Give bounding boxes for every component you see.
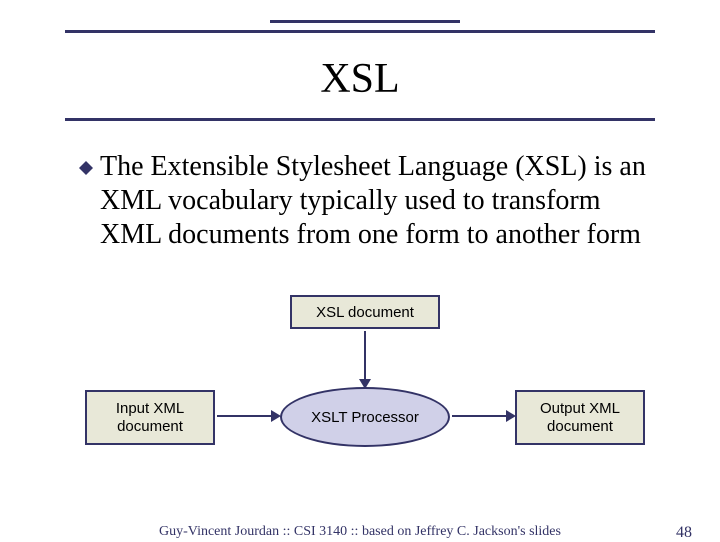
footer-credit: Guy-Vincent Jourdan :: CSI 3140 :: based… (0, 524, 720, 540)
node-label: Input XML document (116, 400, 184, 436)
edge-input-to-processor (217, 415, 273, 417)
edge-xsldoc-to-processor (364, 331, 366, 381)
node-label: XSL document (316, 304, 414, 321)
node-label: XSLT Processor (311, 409, 419, 426)
arrow-head-icon (271, 410, 281, 422)
node-input-xml: Input XML document (85, 390, 215, 445)
arrow-head-icon (359, 379, 371, 389)
decorative-line-top (65, 30, 655, 33)
node-output-xml: Output XML document (515, 390, 645, 445)
node-label: Output XML document (540, 400, 620, 436)
diamond-bullet-icon (78, 160, 94, 176)
node-xsl-document: XSL document (290, 295, 440, 329)
slide-title: XSL (0, 55, 720, 103)
decorative-line-short (270, 20, 460, 23)
edge-processor-to-output (452, 415, 508, 417)
node-xslt-processor: XSLT Processor (280, 387, 450, 447)
xslt-flow-diagram: XSL document Input XML document XSLT Pro… (75, 295, 655, 465)
page-number: 48 (676, 524, 692, 542)
arrow-head-icon (506, 410, 516, 422)
bullet-text: The Extensible Stylesheet Language (XSL)… (100, 150, 653, 252)
decorative-line-under-title (65, 118, 655, 121)
bullet-item: The Extensible Stylesheet Language (XSL)… (78, 150, 653, 252)
